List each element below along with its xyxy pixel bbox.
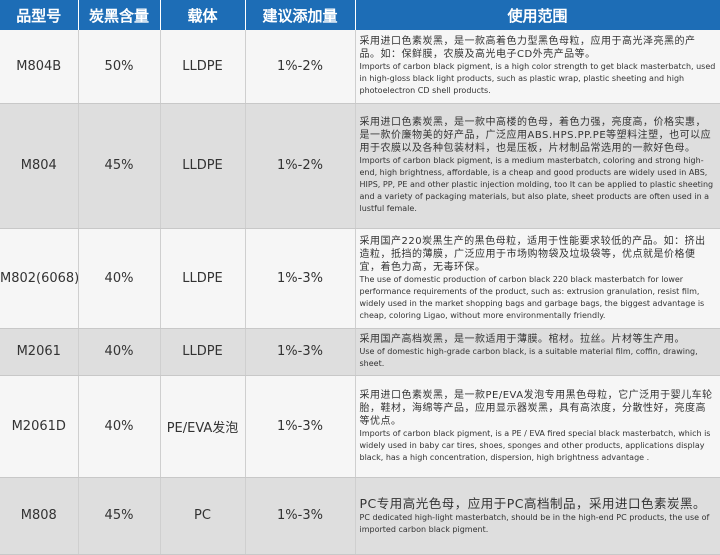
header-cell: 载体 bbox=[160, 0, 246, 30]
description-en: Imports of carbon black pigment, is a hi… bbox=[359, 62, 716, 96]
header-cell: 炭黑含量 bbox=[78, 0, 161, 30]
cell: 40% bbox=[78, 228, 161, 329]
header-cell: 品型号 bbox=[0, 0, 79, 30]
cell: 45% bbox=[78, 477, 161, 555]
cell: M808 bbox=[0, 477, 79, 555]
table-row: M804 45% LLDPE 1%-2% 采用进口色素炭黑，是一款中高楼的色母，着色力强… bbox=[0, 103, 720, 229]
cell: 1%-2% bbox=[245, 30, 356, 104]
description-cn: 采用国产220炭黑生产的黑色母粒，适用于性能要求较低的产品。如：挤出造粒，抵挡的… bbox=[359, 235, 706, 273]
header-row: 品型号 炭黑含量 载体 建议添加量 使用范围 bbox=[0, 0, 720, 30]
description-cell: 采用国产220炭黑生产的黑色母粒，适用于性能要求较低的产品。如：挤出造粒，抵挡的… bbox=[355, 228, 720, 329]
description-en: Use of domestic high-grade carbon black,… bbox=[359, 347, 698, 368]
cell: M804 bbox=[0, 103, 79, 229]
description-en: The use of domestic production of carbon… bbox=[359, 274, 705, 320]
description-cell: 采用进口色素炭黑，是一款中高楼的色母，着色力强，亮度高，价格实惠，是一款价廉物美… bbox=[355, 103, 720, 229]
cell: 1%-3% bbox=[245, 477, 356, 555]
header-cell: 使用范围 bbox=[355, 0, 720, 30]
table-row: M808 45% PC 1%-3% PC专用高光色母，应用于PC高档制品，采用进口色素炭… bbox=[0, 477, 720, 555]
cell: M2061D bbox=[0, 375, 79, 478]
description-en: PC dedicated high-light masterbatch, sho… bbox=[359, 512, 710, 534]
cell: 1%-2% bbox=[245, 103, 356, 229]
description-cell: 采用进口色素炭黑，是一款高着色力型黑色母粒，应用于高光泽亮黑的产品。如：保鲜膜，… bbox=[355, 30, 720, 104]
cell: 1%-3% bbox=[245, 375, 356, 478]
description-en: Imports of carbon black pigment, is a PE… bbox=[359, 428, 711, 462]
cell: M804B bbox=[0, 30, 79, 104]
cell: 50% bbox=[78, 30, 161, 104]
cell: PE/EVA发泡 bbox=[160, 375, 246, 478]
description-cn: 采用进口色素炭黑，是一款PE/EVA发泡专用黑色母粒，它广泛用于婴儿车轮胎，鞋材… bbox=[359, 389, 713, 427]
cell: LLDPE bbox=[160, 328, 246, 376]
table-row: M2061 40% LLDPE 1%-3% 采用国产高档炭黑，是一款适用于薄膜。棺材。拉… bbox=[0, 328, 720, 376]
cell: 1%-3% bbox=[245, 228, 356, 329]
table-row: M802(6068) 40% LLDPE 1%-3% 采用国产220炭黑生产的黑色母粒，… bbox=[0, 228, 720, 329]
description-cn: 采用国产高档炭黑，是一款适用于薄膜。棺材。拉丝。片材等生产用。 bbox=[359, 334, 685, 345]
cell: LLDPE bbox=[160, 103, 246, 229]
table-row: M2061D 40% PE/EVA发泡 1%-3% 采用进口色素炭黑，是一款PE/EVA… bbox=[0, 375, 720, 478]
cell: 45% bbox=[78, 103, 161, 229]
description-cell: 采用进口色素炭黑，是一款PE/EVA发泡专用黑色母粒，它广泛用于婴儿车轮胎，鞋材… bbox=[355, 375, 720, 478]
cell: LLDPE bbox=[160, 228, 246, 329]
description-cell: 采用国产高档炭黑，是一款适用于薄膜。棺材。拉丝。片材等生产用。 Use of do… bbox=[355, 328, 720, 376]
header-cell: 建议添加量 bbox=[245, 0, 356, 30]
description-cell: PC专用高光色母，应用于PC高档制品，采用进口色素炭黑。 PC dedicated… bbox=[355, 477, 720, 555]
cell: LLDPE bbox=[160, 30, 246, 104]
cell: 40% bbox=[78, 375, 161, 478]
description-en: Imports of carbon black pigment, is a me… bbox=[359, 156, 714, 213]
description-cn: 采用进口色素炭黑，是一款中高楼的色母，着色力强，亮度高，价格实惠，是一款价廉物美… bbox=[359, 117, 712, 154]
cell: 40% bbox=[78, 328, 161, 376]
description-cn: PC专用高光色母，应用于PC高档制品，采用进口色素炭黑。 bbox=[359, 495, 707, 511]
cell: M802(6068) bbox=[0, 228, 79, 329]
cell: 1%-3% bbox=[245, 328, 356, 376]
table-row: M804B 50% LLDPE 1%-2% 采用进口色素炭黑，是一款高着色力型黑色母粒，… bbox=[0, 30, 720, 104]
cell: PC bbox=[160, 477, 246, 555]
description-cn: 采用进口色素炭黑，是一款高着色力型黑色母粒，应用于高光泽亮黑的产品。如：保鲜膜，… bbox=[359, 36, 696, 61]
cell: M2061 bbox=[0, 328, 79, 376]
